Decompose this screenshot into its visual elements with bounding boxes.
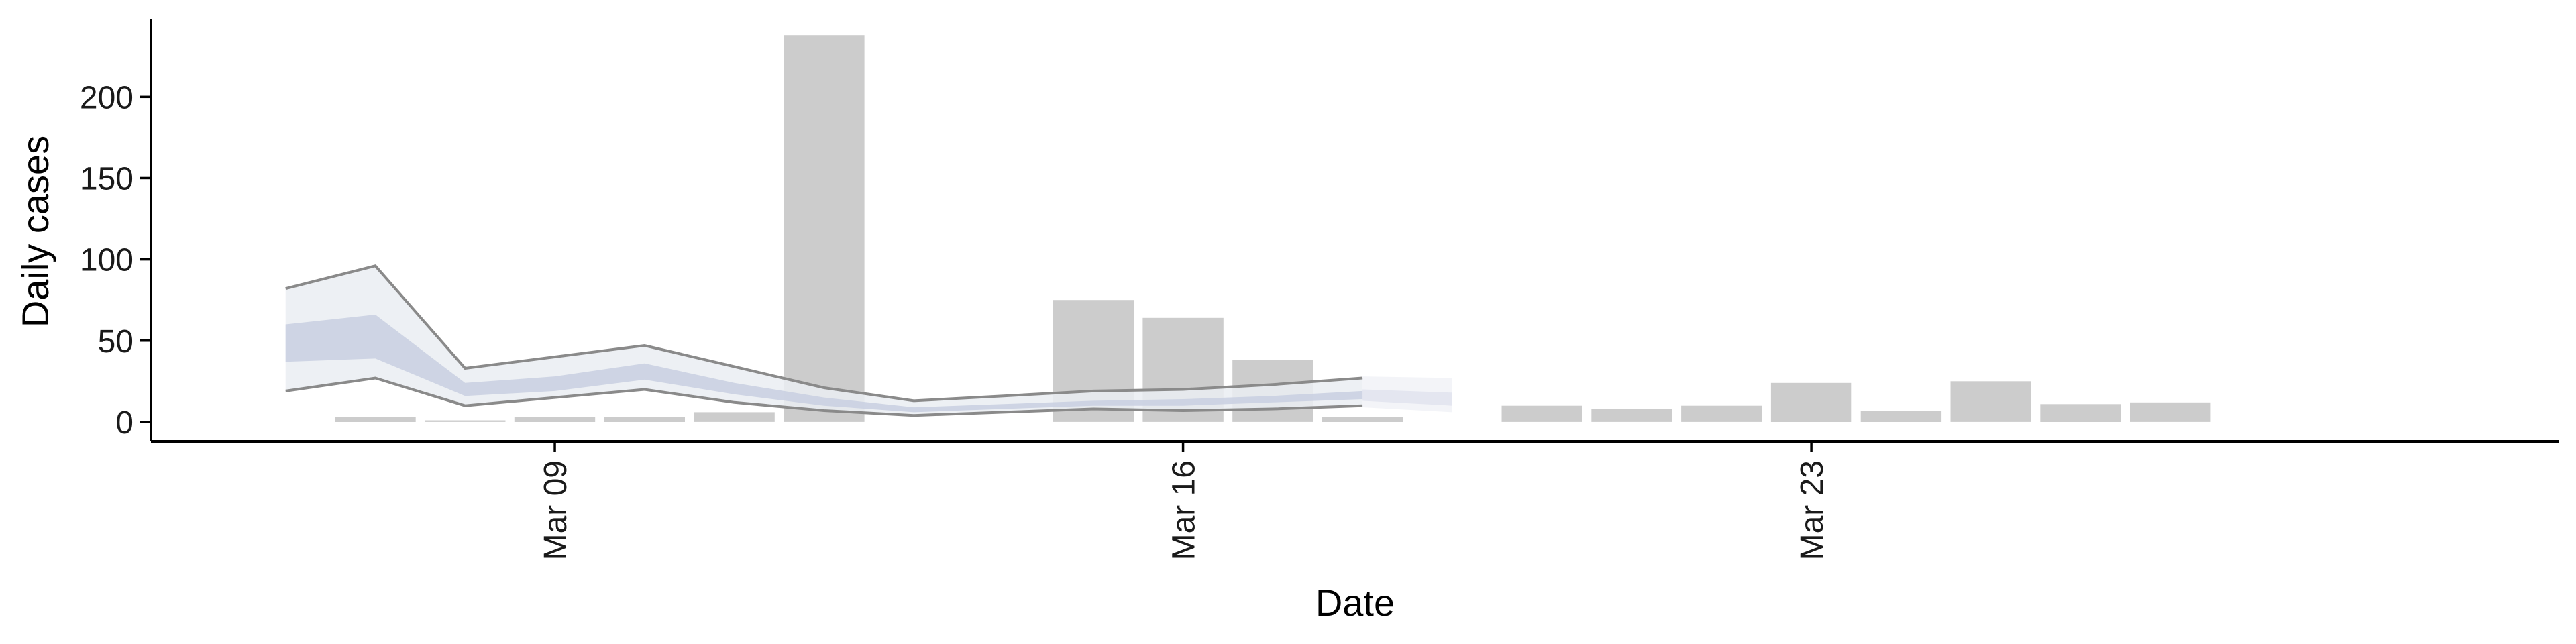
y-axis: 0 50 100 150 200 [80,19,152,441]
bar-2020-03-26 [2040,404,2121,422]
y-tick-label-0: 0 [115,405,133,441]
y-tick-label-200: 200 [80,80,133,115]
bar-2020-03-23 [1770,382,1852,422]
x-tick-label-2020-03-16: Mar 16 [1167,460,1202,560]
x-tick-label-2020-03-09: Mar 09 [538,460,574,560]
bar-2020-03-21 [1591,409,1672,422]
bar-2020-03-22 [1681,405,1762,422]
y-tick-label-50: 50 [98,324,133,360]
estimate-inner-band [285,315,1363,413]
bar-2020-03-10 [604,417,685,422]
bar-2020-03-07 [335,417,416,422]
bar-2020-03-25 [1950,381,2031,422]
forecast-inner-band [1362,389,1452,406]
bar-2020-03-24 [1860,411,1942,422]
bar-2020-03-12 [784,35,865,422]
bar-2020-03-20 [1501,405,1582,422]
x-axis-title: Date [1316,582,1395,624]
bar-2020-03-09 [514,417,596,422]
y-tick-label-100: 100 [80,243,133,278]
x-tick-label-2020-03-23: Mar 23 [1794,460,1830,560]
x-axis: Mar 09 Mar 16 Mar 23 [151,440,2559,560]
bar-2020-03-11 [694,412,775,422]
bar-2020-03-18 [1322,417,1403,422]
plot-area [285,35,2211,422]
y-tick-label-150: 150 [80,161,133,197]
bar-2020-03-27 [2130,402,2211,422]
estimate-lower-line [285,376,1363,417]
y-axis-title: Daily cases [14,136,56,327]
estimate-upper-line [285,264,1363,402]
bar-2020-03-08 [425,420,506,422]
